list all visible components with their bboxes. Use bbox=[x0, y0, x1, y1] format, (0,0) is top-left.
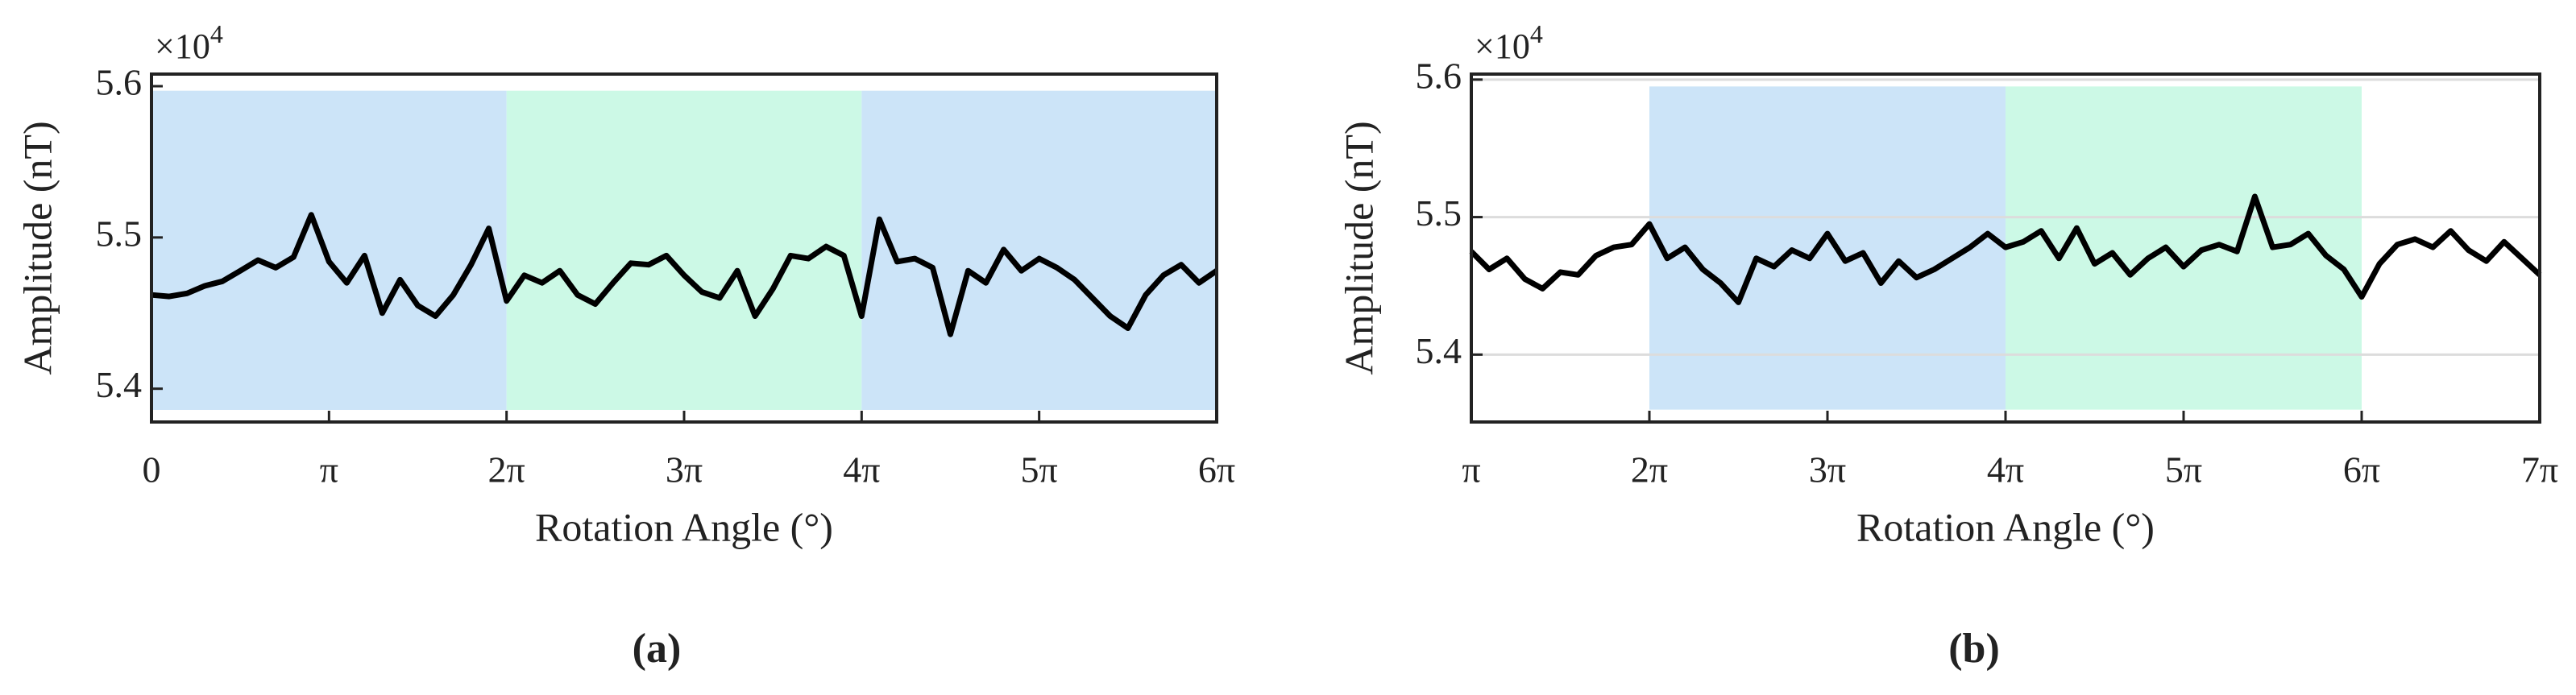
signal-line bbox=[151, 212, 1218, 337]
x-axis-label: Rotation Angle (°) bbox=[535, 504, 833, 549]
x-tick-label: 5π bbox=[1021, 449, 1058, 490]
y-tick-label: 5.5 bbox=[1416, 192, 1462, 234]
shaded-region bbox=[151, 90, 507, 410]
x-axis-label: Rotation Angle (°) bbox=[1856, 504, 2155, 549]
x-tick-label: 2π bbox=[488, 449, 525, 490]
y-axis-label: Amplitude (nT) bbox=[1336, 121, 1381, 374]
multiplier-exponent: 4 bbox=[1530, 19, 1543, 48]
y-axis-label: Amplitude (nT) bbox=[15, 121, 60, 374]
shaded-region bbox=[2006, 86, 2362, 410]
x-tick-label: π bbox=[320, 449, 338, 490]
multiplier-base: ×10 bbox=[155, 27, 210, 66]
y-tick-label: 5.6 bbox=[1416, 55, 1462, 96]
x-tick-label: 4π bbox=[1987, 449, 2024, 490]
x-tick-label: 6π bbox=[1198, 449, 1235, 490]
multiplier-base: ×10 bbox=[1475, 27, 1530, 66]
x-tick-label: 3π bbox=[1809, 449, 1846, 490]
subfigure-caption: (a) bbox=[633, 626, 682, 672]
y-tick-label: 5.4 bbox=[1416, 330, 1462, 371]
shaded-region bbox=[506, 90, 862, 410]
axes-box bbox=[150, 72, 1218, 424]
axes-box bbox=[1470, 72, 2541, 424]
y-tick-label: 5.5 bbox=[96, 213, 143, 254]
x-tick-label: 2π bbox=[1631, 449, 1668, 490]
shaded-region bbox=[1649, 86, 2006, 410]
x-tick-label: 0 bbox=[143, 449, 161, 490]
x-tick-label: 5π bbox=[2165, 449, 2202, 490]
y-multiplier: ×104 bbox=[1475, 19, 1543, 66]
shaded-region bbox=[861, 90, 1217, 410]
x-tick-label: 3π bbox=[666, 449, 703, 490]
y-tick-label: 5.4 bbox=[96, 364, 143, 405]
multiplier-exponent: 4 bbox=[210, 19, 223, 48]
x-tick-label: 7π bbox=[2521, 449, 2558, 490]
y-multiplier: ×104 bbox=[155, 19, 223, 66]
x-tick-label: 4π bbox=[843, 449, 880, 490]
subfigure-caption: (b) bbox=[1948, 626, 2000, 672]
y-tick-label: 5.6 bbox=[96, 62, 143, 103]
signal-line bbox=[1469, 193, 2542, 305]
x-tick-label: π bbox=[1462, 449, 1480, 490]
x-tick-label: 6π bbox=[2343, 449, 2380, 490]
